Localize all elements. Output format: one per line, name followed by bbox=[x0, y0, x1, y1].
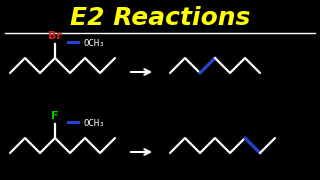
Text: F: F bbox=[51, 111, 59, 121]
Text: E2 Reactions: E2 Reactions bbox=[70, 6, 250, 30]
Text: OCH₃: OCH₃ bbox=[83, 118, 105, 127]
Text: Br: Br bbox=[48, 31, 62, 41]
Text: OCH₃: OCH₃ bbox=[83, 39, 105, 48]
